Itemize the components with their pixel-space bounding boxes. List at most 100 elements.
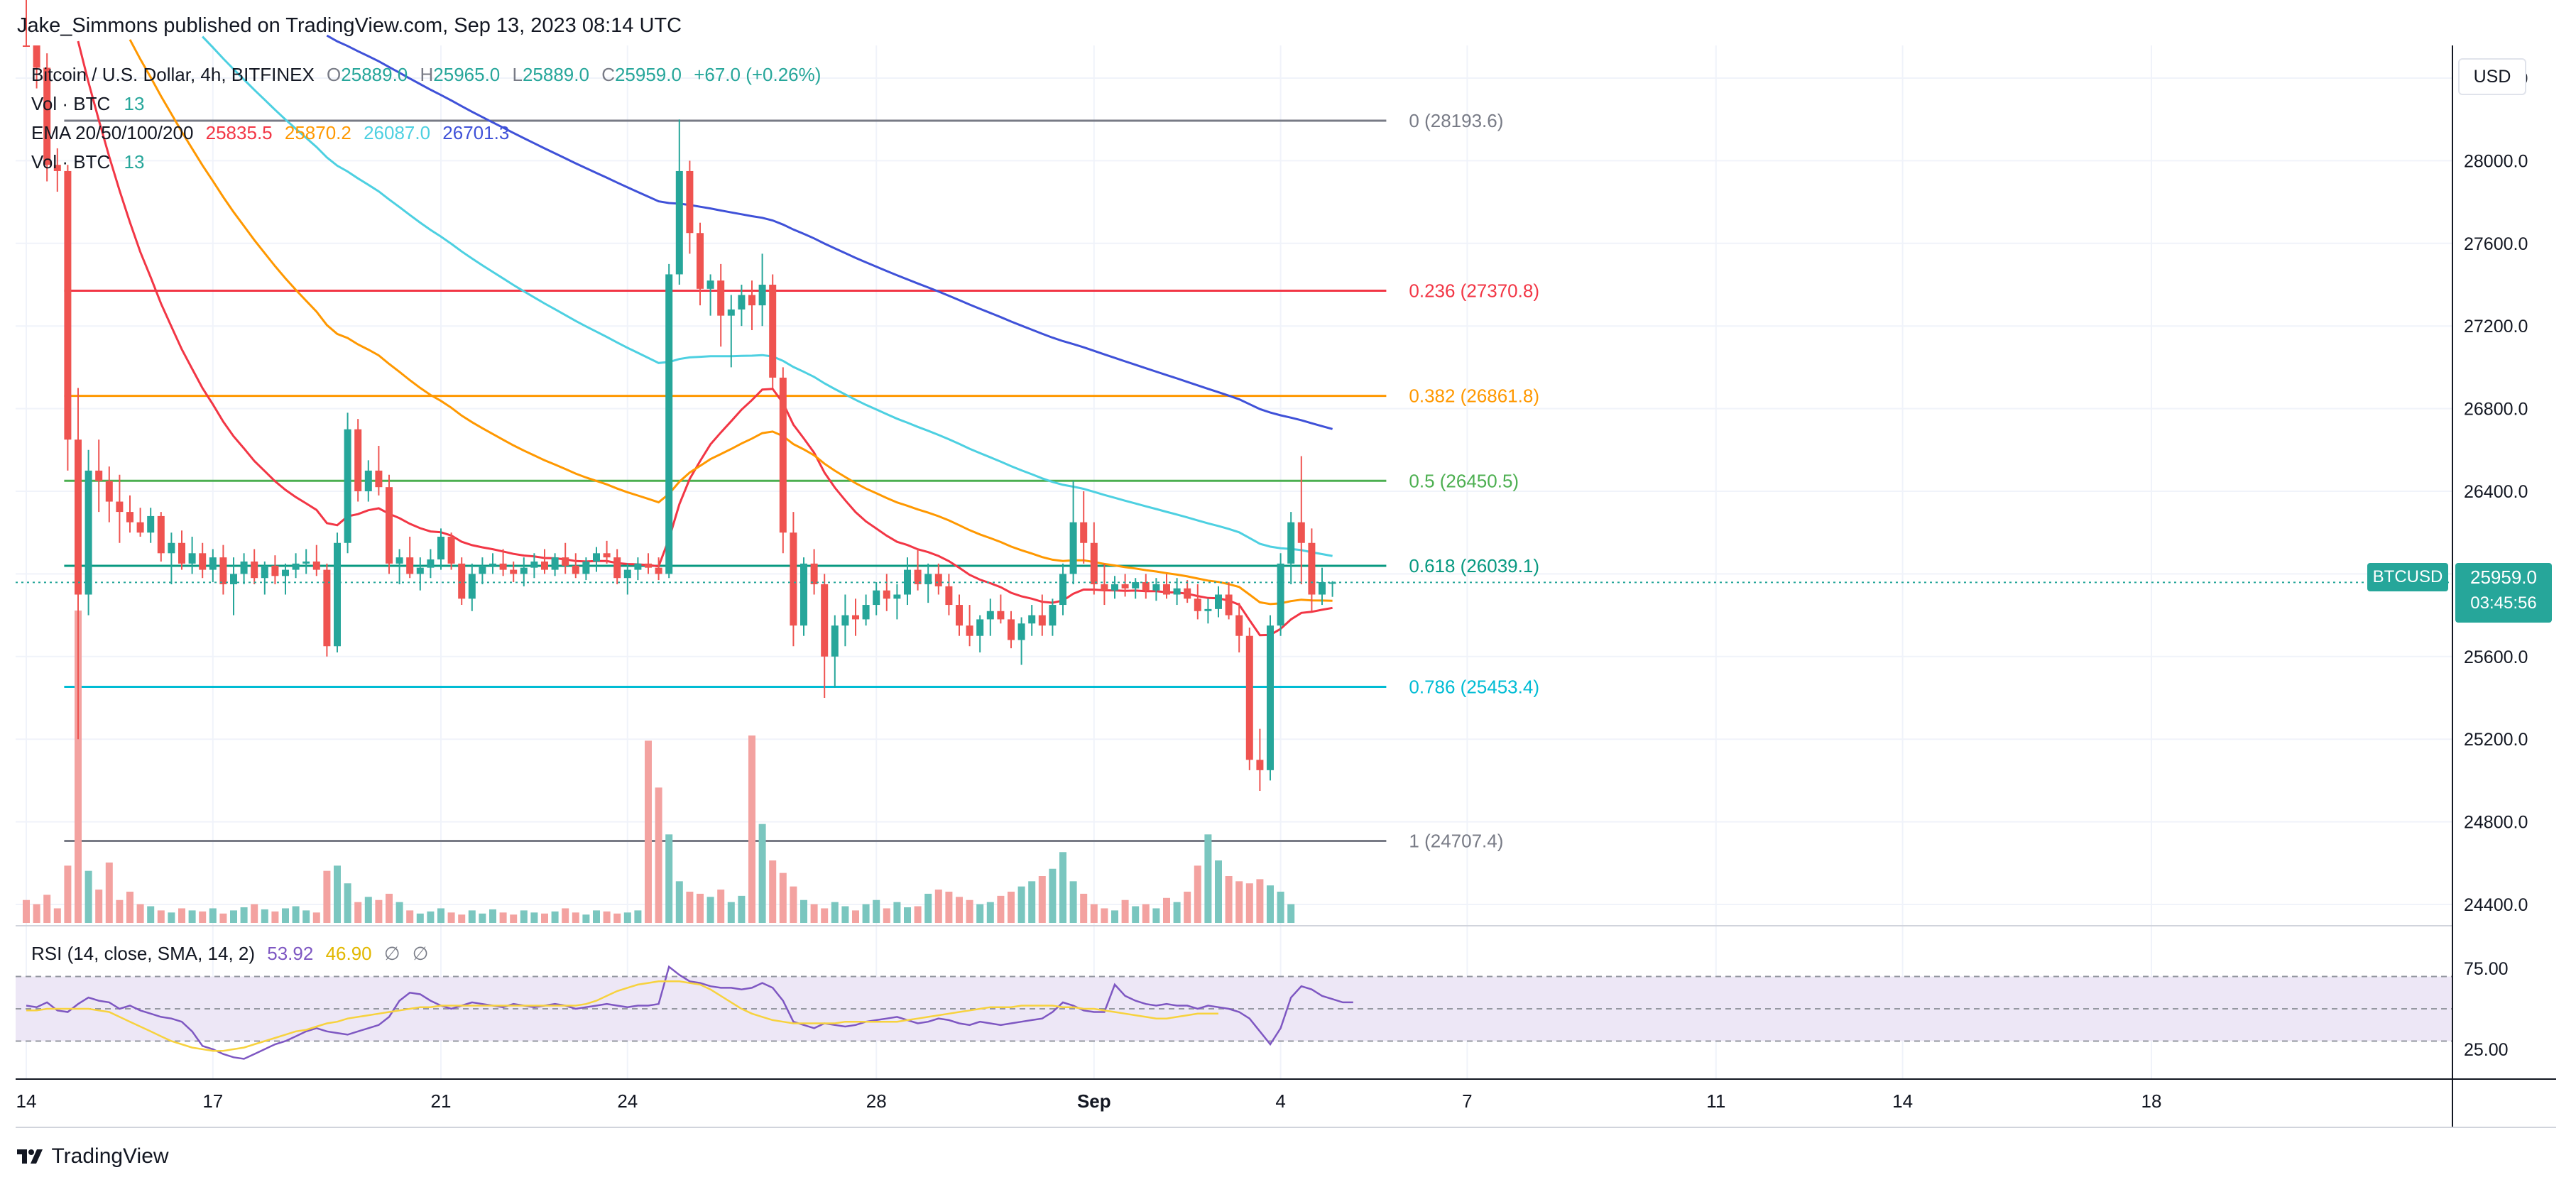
volume-bar	[312, 912, 320, 923]
price-tick-label: 24400.0	[2464, 895, 2528, 915]
price-tick-label: 27200.0	[2464, 317, 2528, 337]
currency-button[interactable]: USD	[2458, 58, 2526, 95]
candle-body	[219, 557, 227, 584]
candle-body	[893, 594, 901, 599]
candle-body	[1225, 594, 1233, 616]
price-tick-label: 26400.0	[2464, 482, 2528, 502]
published-line: Jake_Simmons published on TradingView.co…	[17, 14, 682, 37]
time-tick-label: 28	[866, 1090, 887, 1112]
time-axis[interactable]: 14 17 21 24 28 Sep 4 7 11 14 18	[16, 1090, 2162, 1112]
tradingview-footer[interactable]: TradingView	[16, 1144, 169, 1173]
symbol-price-tag: BTCUSD	[2367, 563, 2448, 591]
volume-bar	[914, 906, 922, 923]
time-tick-label: 4	[1275, 1090, 1285, 1112]
fibonacci-retracement[interactable]: 0 (28193.6) 0.236 (27370.8) 0.382 (26861.8…	[64, 110, 1539, 852]
volume-bar	[852, 910, 859, 923]
price-tick-label: 27600.0	[2464, 234, 2528, 254]
candle-body	[997, 611, 1005, 620]
candle-body	[1256, 760, 1264, 770]
volume-bar	[209, 908, 217, 923]
volume-bar	[582, 914, 590, 923]
rsi-sma-value: 46.90	[325, 943, 372, 964]
volume-bar	[976, 904, 984, 923]
candle-body	[1049, 605, 1057, 626]
volume-bar	[727, 902, 735, 923]
symbol-legend[interactable]: Bitcoin / U.S. Dollar, 4h, BITFINEX O258…	[31, 64, 821, 86]
candle-body	[1319, 582, 1326, 595]
candle-body	[934, 574, 942, 586]
candle-body	[976, 619, 984, 636]
volume-bar	[1038, 876, 1046, 923]
ohlc-change: +67.0 (+0.26%)	[694, 64, 822, 85]
volume-bar	[541, 913, 548, 923]
candle-body	[499, 563, 507, 570]
price-tick-label: 28000.0	[2464, 151, 2528, 171]
last-price-tag: 25959.0 03:45:56	[2455, 563, 2552, 623]
rsi-legend[interactable]: RSI (14, close, SMA, 14, 2) 53.92 46.90 …	[31, 943, 428, 965]
volume-bar	[43, 895, 51, 923]
volume-bar	[1049, 868, 1057, 923]
volume-bar	[717, 890, 725, 923]
ema-legend[interactable]: EMA 20/50/100/200 25835.5 25870.2 26087.…	[31, 122, 509, 144]
volume-bar	[364, 897, 372, 923]
volume-bar	[188, 910, 196, 923]
volume-bar	[738, 895, 746, 923]
volume-bar	[53, 908, 61, 923]
candle-body	[33, 45, 40, 68]
volume-bar	[1235, 881, 1243, 923]
candle-body	[883, 590, 890, 599]
volume-bar	[758, 824, 766, 923]
volume-bar	[623, 912, 631, 923]
ema200-line	[326, 34, 1333, 430]
candle-body	[572, 565, 579, 574]
volume-bar	[924, 893, 932, 923]
ohlc-close: C25959.0	[601, 64, 682, 85]
price-axis[interactable]: 24400.024800.025200.025600.026000.026400…	[2464, 69, 2528, 915]
volume-bar	[862, 904, 870, 923]
candle-body	[479, 565, 486, 574]
volume-legend-2[interactable]: Vol · BTC 13	[31, 151, 144, 173]
volume-legend-1[interactable]: Vol · BTC 13	[31, 93, 144, 115]
volume-legend-value: 13	[124, 151, 145, 173]
volume-bar	[686, 892, 694, 923]
bar-countdown: 03:45:56	[2470, 594, 2537, 613]
candle-body	[147, 515, 155, 533]
candle-body	[53, 165, 61, 171]
candle-body	[1111, 584, 1118, 591]
volume-bar	[447, 912, 455, 923]
volume-bar	[437, 908, 444, 923]
volume-bar	[282, 908, 289, 923]
ema200-value: 26701.3	[442, 122, 510, 143]
candle-body	[1080, 522, 1088, 543]
volume-bar	[116, 899, 124, 923]
candle-body	[924, 574, 932, 584]
candle-body	[675, 170, 683, 275]
volume-bar	[1225, 876, 1233, 923]
time-tick-label: 7	[1462, 1090, 1472, 1112]
rsi-legend-label: RSI (14, close, SMA, 14, 2)	[31, 943, 256, 964]
volume-bar	[375, 899, 383, 923]
volume-bar	[147, 906, 155, 923]
ema50-value: 25870.2	[284, 122, 351, 143]
volume-bar	[613, 913, 621, 923]
candle-body	[582, 561, 590, 574]
rsi-axis[interactable]: 25.00 75.00	[2464, 959, 2509, 1060]
main-pane[interactable]	[16, 45, 2452, 926]
candle-body	[1215, 594, 1222, 609]
candle-body	[447, 537, 455, 564]
candle-body	[458, 563, 466, 599]
symbol-title: Bitcoin / U.S. Dollar, 4h, BITFINEX	[31, 64, 315, 85]
candle-body	[873, 590, 880, 606]
rsi-value: 53.92	[267, 943, 314, 964]
volume-bar	[655, 787, 662, 923]
ema100-value: 26087.0	[364, 122, 431, 143]
volume-bar	[1101, 908, 1108, 923]
volume-bar	[105, 862, 113, 923]
volume-bar	[883, 908, 890, 923]
volume-bar	[1121, 899, 1129, 923]
candle-body	[1328, 582, 1336, 584]
volume-bar	[157, 910, 165, 923]
volume-bar	[33, 904, 40, 923]
candle-body	[821, 584, 829, 657]
